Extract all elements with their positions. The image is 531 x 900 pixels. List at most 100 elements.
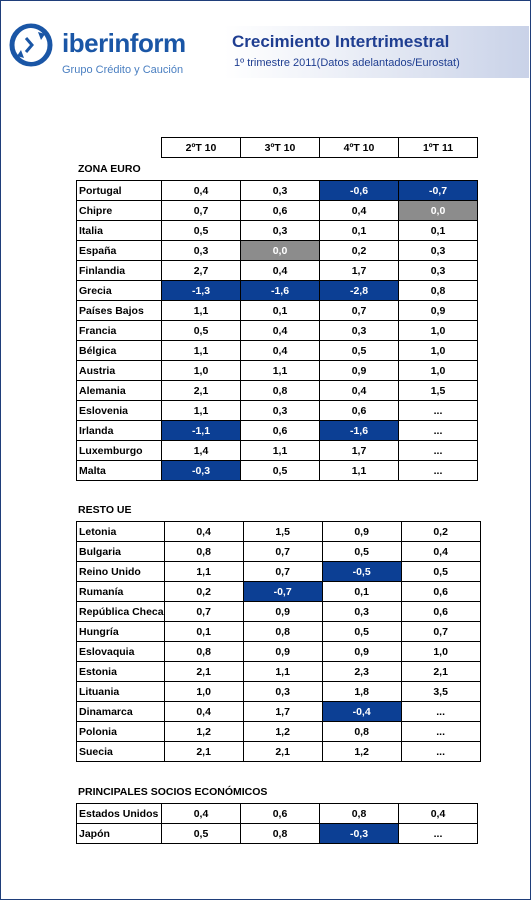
growth-value: 3,5 (400, 681, 481, 702)
table-row: Austria 1,0 1,1 0,9 1,0 (76, 360, 478, 381)
table-row: Estados Unidos 0,4 0,6 0,8 0,4 (76, 803, 478, 824)
growth-value: 0,3 (321, 601, 402, 622)
growth-value: 0,7 (400, 621, 481, 642)
growth-value: 0,4 (398, 803, 478, 824)
country-name: Grecia (76, 280, 162, 301)
header: iberinform Grupo Crédito y Caución Creci… (0, 0, 529, 86)
country-name: Reino Unido (76, 561, 165, 582)
country-name: Malta (76, 460, 162, 481)
growth-value: 0,1 (163, 621, 244, 642)
growth-value: 0,0 (240, 240, 320, 261)
country-name: Rumanía (76, 581, 165, 602)
title-band: Crecimiento Intertrimestral 1º trimestre… (224, 26, 529, 78)
table-row: Francia 0,5 0,4 0,3 1,0 (76, 320, 478, 341)
table-row: Malta -0,3 0,5 1,1... (76, 460, 478, 481)
growth-value: 0,8 (163, 541, 244, 562)
growth-value: -0,4 (321, 701, 402, 722)
table-row: Alemania 2,1 0,8 0,4 1,5 (76, 380, 478, 401)
growth-value: ... (398, 460, 478, 481)
growth-value: -1,6 (319, 420, 399, 441)
growth-value: 0,4 (163, 521, 244, 542)
country-name: Dinamarca (76, 701, 165, 722)
country-name: Eslovaquia (76, 641, 165, 662)
growth-value: 0,5 (240, 460, 320, 481)
growth-value: 0,8 (321, 721, 402, 742)
brand-name: iberinform (62, 28, 186, 58)
table-row: Reino Unido 1,1 0,7 -0,5 0,5 (76, 561, 481, 582)
table-row: Japón 0,5 0,8 -0,3... (76, 823, 478, 844)
country-name: Letonia (76, 521, 165, 542)
table-row: Chipre 0,7 0,6 0,4 0,0 (76, 200, 478, 221)
growth-value: 1,2 (242, 721, 323, 742)
growth-value: 2,1 (163, 661, 244, 682)
growth-value: 0,4 (240, 260, 320, 281)
table-row: España 0,3 0,0 0,2 0,3 (76, 240, 478, 261)
growth-value: 1,8 (321, 681, 402, 702)
table-row: Luxemburgo 1,4 1,1 1,7... (76, 440, 478, 461)
table-row: Grecia -1,3 -1,6 -2,8 0,8 (76, 280, 478, 301)
column-header: 1ºT 11 (398, 137, 478, 158)
country-name: Francia (76, 320, 162, 341)
table-row: Finlandia 2,7 0,4 1,7 0,3 (76, 260, 478, 281)
country-name: Irlanda (76, 420, 162, 441)
table-row: República Checa 0,7 0,9 0,3 0,6 (76, 601, 481, 622)
growth-value: -0,6 (319, 180, 399, 201)
country-name: Austria (76, 360, 162, 381)
country-name: Chipre (76, 200, 162, 221)
growth-value: 0,9 (242, 641, 323, 662)
growth-value: 0,6 (240, 420, 320, 441)
growth-value: 0,1 (240, 300, 320, 321)
growth-value: 1,2 (321, 741, 402, 762)
growth-value: 1,0 (398, 340, 478, 361)
growth-value: 0,4 (240, 340, 320, 361)
growth-value: 0,4 (400, 541, 481, 562)
growth-value: 0,5 (400, 561, 481, 582)
growth-value: ... (398, 420, 478, 441)
country-name: Luxemburgo (76, 440, 162, 461)
column-header: 3ºT 10 (240, 137, 320, 158)
page-subtitle: 1º trimestre 2011(Datos adelantados/Euro… (234, 57, 460, 69)
growth-value: 1,7 (242, 701, 323, 722)
growth-value: 0,3 (398, 260, 478, 281)
growth-value: 0,3 (398, 240, 478, 261)
country-name: Japón (76, 823, 162, 844)
growth-value: 2,1 (161, 380, 241, 401)
growth-value: 0,1 (398, 220, 478, 241)
growth-value: 0,9 (321, 521, 402, 542)
growth-value: 1,0 (163, 681, 244, 702)
growth-value: 0,3 (319, 320, 399, 341)
growth-value: 0,5 (321, 541, 402, 562)
growth-value: 1,1 (161, 400, 241, 421)
growth-value: ... (400, 721, 481, 742)
growth-value: 0,2 (400, 521, 481, 542)
growth-value: 1,1 (240, 360, 320, 381)
country-name: Lituania (76, 681, 165, 702)
section-title: ZONA EURO (78, 163, 141, 175)
table-row: Dinamarca 0,4 1,7 -0,4... (76, 701, 481, 722)
growth-value: 0,4 (163, 701, 244, 722)
growth-value: 0,4 (319, 380, 399, 401)
growth-value: 0,7 (242, 541, 323, 562)
growth-value: 0,2 (163, 581, 244, 602)
growth-value: 2,1 (163, 741, 244, 762)
page-title: Crecimiento Intertrimestral (232, 32, 450, 51)
logo-arrows-icon (9, 23, 53, 67)
growth-value: 1,1 (240, 440, 320, 461)
growth-value: 0,4 (161, 180, 241, 201)
growth-value: 0,5 (161, 823, 241, 844)
growth-value: 0,9 (242, 601, 323, 622)
growth-value: -0,3 (319, 823, 399, 844)
country-name: España (76, 240, 162, 261)
growth-value: 1,0 (161, 360, 241, 381)
table-row: Letonia 0,4 1,5 0,9 0,2 (76, 521, 481, 542)
table-row: Países Bajos 1,1 0,1 0,7 0,9 (76, 300, 478, 321)
table-row: Eslovaquia 0,8 0,9 0,9 1,0 (76, 641, 481, 662)
country-name: Hungría (76, 621, 165, 642)
growth-value: -1,3 (161, 280, 241, 301)
data-table: Letonia 0,4 1,5 0,9 0,2 Bulgaria 0,8 0,7 0,5 0,4 R… (76, 521, 481, 762)
section-title: RESTO UE (78, 504, 132, 516)
brand-tagline: Grupo Crédito y Caución (62, 64, 184, 76)
growth-value: 0,3 (161, 240, 241, 261)
growth-value: 0,9 (321, 641, 402, 662)
growth-value: ... (400, 701, 481, 722)
